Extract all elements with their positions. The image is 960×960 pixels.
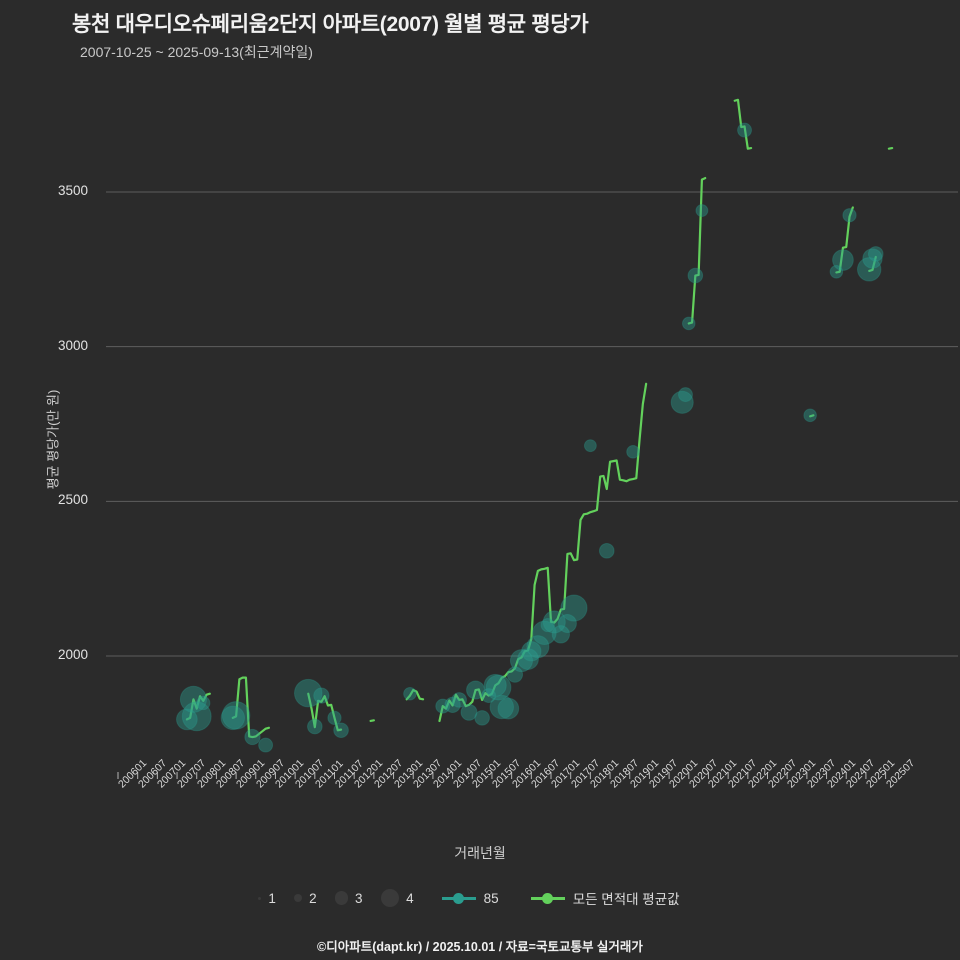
legend-series-label: 85 bbox=[483, 890, 499, 906]
series-line-segment bbox=[687, 176, 707, 325]
y-tick-label: 2000 bbox=[57, 647, 88, 662]
legend-size-label: 3 bbox=[355, 890, 363, 906]
series-line-segment bbox=[231, 676, 270, 739]
series-bubble bbox=[489, 694, 515, 720]
series-bubble bbox=[451, 692, 467, 708]
series-bubble bbox=[695, 204, 709, 217]
legend-size-item: 1 bbox=[258, 891, 276, 906]
series-line-segment bbox=[887, 146, 894, 150]
series-bubble bbox=[540, 617, 555, 633]
series-bubble bbox=[483, 673, 507, 697]
series-bubble bbox=[313, 687, 330, 704]
x-axis-label: 거래년월 bbox=[454, 845, 506, 861]
series-bubble bbox=[307, 718, 323, 735]
legend-color-swatch bbox=[530, 893, 565, 904]
series-line-segment bbox=[733, 98, 753, 150]
series-bubble bbox=[179, 685, 208, 713]
series-bubble bbox=[867, 246, 884, 262]
series-bubble bbox=[681, 316, 696, 331]
series-bubble bbox=[221, 701, 251, 730]
series-bubble bbox=[829, 265, 844, 279]
series-bubble bbox=[517, 648, 539, 670]
chart-legend: 1 2 3 4 85 모든 면적대 평균값 bbox=[0, 888, 960, 908]
legend-series-item[interactable]: 85 bbox=[441, 890, 499, 906]
series-bubble bbox=[842, 208, 857, 223]
y-tick-label: 3000 bbox=[57, 337, 88, 353]
series-bubble bbox=[526, 635, 550, 659]
series-bubble bbox=[181, 701, 212, 732]
series-bubble bbox=[435, 698, 451, 714]
legend-size-bubble bbox=[334, 891, 349, 905]
series-bubble bbox=[598, 543, 615, 559]
series-bubble bbox=[862, 248, 883, 269]
series-bubble bbox=[583, 439, 597, 453]
series-bubble bbox=[803, 408, 817, 423]
series-line-segment bbox=[868, 255, 877, 272]
series-bubble bbox=[403, 686, 417, 701]
series-bubble bbox=[506, 666, 524, 683]
legend-size-scale: 1 2 3 4 bbox=[258, 888, 431, 908]
series-bubble bbox=[333, 722, 349, 739]
series-line-segment bbox=[438, 382, 648, 723]
series-bubble bbox=[678, 387, 693, 403]
series-bubble bbox=[293, 678, 323, 708]
legend-series-item[interactable]: 모든 면적대 평균값 bbox=[530, 888, 680, 908]
series-bubble bbox=[497, 697, 520, 720]
series-bubble bbox=[327, 710, 342, 725]
series-bubble bbox=[244, 728, 261, 746]
y-tick-label: 2500 bbox=[57, 492, 88, 508]
chart-footer: ©디아파트(dapt.kr) / 2025.10.01 / 자료=국토교통부 실… bbox=[317, 940, 643, 954]
series-bubble bbox=[481, 688, 497, 704]
series-bubble bbox=[466, 680, 486, 700]
series-line-segment bbox=[405, 688, 425, 701]
series-bubble bbox=[532, 620, 557, 646]
series-bubble bbox=[856, 257, 882, 282]
chart-subtitle: 2007-10-25 ~ 2025-09-13(최근계약일) bbox=[80, 44, 313, 60]
series-bubble bbox=[687, 267, 704, 284]
series-bubble bbox=[258, 737, 274, 753]
series-bubble bbox=[196, 695, 211, 711]
series-bubble bbox=[176, 708, 198, 731]
legend-size-label: 1 bbox=[268, 890, 276, 906]
y-axis-label: 평균 평당가(만 원) bbox=[45, 389, 61, 490]
chart-title: 봉천 대우디오슈페리움2단지 아파트(2007) 월별 평균 평당가 bbox=[72, 13, 589, 36]
legend-size-item: 3 bbox=[334, 890, 363, 906]
legend-size-bubble bbox=[380, 888, 400, 908]
legend-size-item: 4 bbox=[380, 888, 414, 908]
legend-size-bubble bbox=[258, 896, 262, 900]
series-bubble bbox=[220, 705, 246, 731]
legend-series-label: 모든 면적대 평균값 bbox=[572, 892, 680, 907]
series-bubble bbox=[551, 625, 571, 644]
legend-size-label: 2 bbox=[309, 890, 317, 906]
series-bubble bbox=[460, 703, 478, 721]
y-tick-label: 3500 bbox=[57, 183, 88, 198]
series-line-segment bbox=[185, 692, 211, 721]
legend-size-item: 2 bbox=[293, 890, 317, 906]
series-bubble bbox=[474, 710, 490, 726]
series-line-segment bbox=[307, 692, 343, 732]
series-line-segment bbox=[369, 719, 375, 723]
series-line-segment bbox=[835, 206, 854, 274]
series-bubble bbox=[737, 122, 753, 138]
series-bubble bbox=[509, 649, 534, 673]
series-bubble bbox=[485, 674, 512, 701]
series-bubble bbox=[542, 610, 566, 634]
legend-size-bubble bbox=[293, 893, 303, 903]
series-bubble bbox=[444, 696, 461, 714]
series-bubble bbox=[832, 249, 854, 271]
series-bubble bbox=[521, 641, 542, 662]
series-line-segment bbox=[809, 414, 815, 418]
legend-series: 85 모든 면적대 평균값 bbox=[432, 888, 702, 908]
legend-size-label: 4 bbox=[406, 890, 414, 906]
legend-color-swatch bbox=[441, 893, 476, 904]
series-bubble bbox=[560, 594, 588, 622]
series-bubble bbox=[670, 390, 694, 414]
series-bubble bbox=[626, 445, 640, 459]
series-bubble bbox=[557, 614, 577, 634]
